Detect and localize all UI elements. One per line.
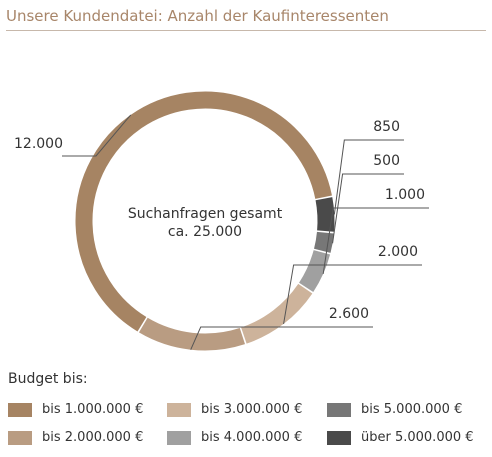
donut-slice [315, 197, 335, 232]
callout-line [283, 264, 422, 325]
legend-swatch [327, 430, 351, 445]
legend-swatch [167, 402, 191, 417]
callout-line [62, 114, 132, 157]
slice-value-label: 850 [373, 119, 400, 135]
legend-item-2: bis 3.000.000 € [167, 402, 302, 417]
donut-slice [240, 283, 313, 344]
legend-item-1: bis 1.000.000 € [8, 402, 143, 417]
legend-label: bis 1.000.000 € [42, 402, 144, 417]
slice-value-label: 500 [373, 153, 400, 169]
legend-label: bis 3.000.000 € [201, 402, 303, 417]
legend-title: Budget bis: [8, 371, 88, 387]
chart-title: Unsere Kundendatei: Anzahl der Kaufinter… [6, 7, 389, 25]
donut-slice [138, 317, 245, 351]
legend-label: über 5.000.000 € [361, 430, 474, 445]
callout-line [322, 207, 429, 275]
legend-item-5: bis 4.000.000 € [167, 430, 302, 445]
callout-line [190, 326, 373, 350]
callout-line [332, 173, 404, 244]
legend-swatch [8, 430, 32, 445]
legend-swatch [327, 402, 351, 417]
donut-slice [75, 91, 332, 332]
legend-label: bis 5.000.000 € [361, 402, 463, 417]
donut-chart: 12.000 850 500 1.000 2.000 2.600 Suchanfragen… [14, 91, 429, 351]
donut-slice [298, 249, 331, 293]
slice-value-label: 1.000 [385, 187, 425, 203]
center-label-line-2: ca. 25.000 [168, 224, 242, 240]
donut-slice [313, 231, 334, 253]
legend-label: bis 2.000.000 € [42, 430, 144, 445]
legend-swatch [8, 402, 32, 417]
legend-swatch [167, 430, 191, 445]
legend-item-3: bis 5.000.000 € [327, 402, 462, 417]
slice-value-label: 12.000 [14, 136, 63, 152]
slice-value-label: 2.000 [378, 244, 418, 260]
legend-item-6: über 5.000.000 € [327, 430, 474, 445]
center-label-line-1: Suchanfragen gesamt [128, 206, 283, 222]
legend-item-4: bis 2.000.000 € [8, 430, 143, 445]
legend-label: bis 4.000.000 € [201, 430, 303, 445]
slice-value-label: 2.600 [329, 306, 369, 322]
callout-line [333, 139, 404, 215]
title-divider [6, 30, 486, 31]
